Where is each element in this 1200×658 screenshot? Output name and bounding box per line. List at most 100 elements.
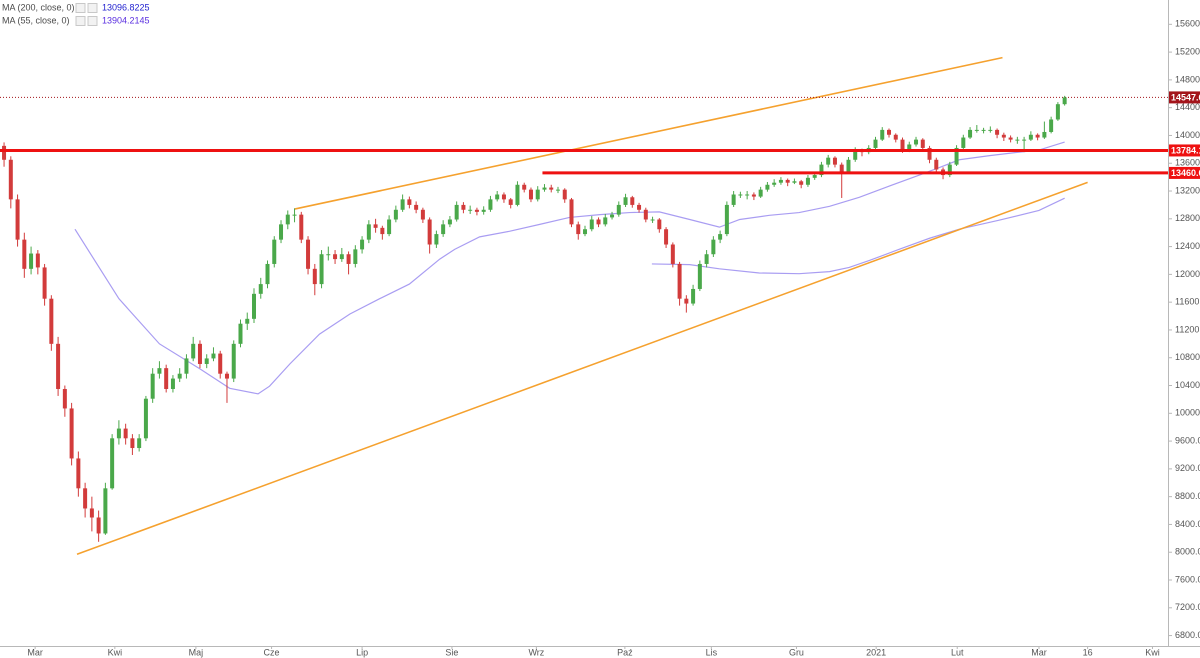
candle-body: [745, 194, 750, 196]
candle-body: [528, 189, 533, 200]
x-tick-label: Wrz: [528, 647, 544, 657]
candle-body: [461, 204, 466, 210]
candle-body: [920, 139, 925, 148]
candle-body: [981, 129, 986, 131]
candle-body: [35, 253, 40, 268]
candle-body: [96, 517, 101, 534]
x-tick-label: 16: [1083, 647, 1093, 657]
candle-body: [893, 134, 898, 140]
candle-body: [15, 199, 20, 240]
candle-body: [29, 253, 34, 269]
x-tick-label: Mar: [1031, 647, 1047, 657]
y-tick-label: 10400.0: [1175, 380, 1200, 390]
candle-body: [974, 129, 979, 131]
y-tick-label: 13600.0: [1175, 158, 1200, 168]
candle-body: [988, 129, 993, 131]
candle-body: [252, 293, 257, 319]
y-tick-label: 15600.0: [1175, 19, 1200, 29]
candle-body: [346, 254, 351, 264]
candle-body: [515, 184, 520, 205]
candle-body: [731, 194, 736, 205]
candle-body: [610, 214, 615, 218]
candle-body: [468, 209, 473, 211]
candle-body: [400, 199, 405, 210]
candle-body: [339, 254, 344, 260]
candle-body: [684, 298, 689, 304]
candle-body: [312, 268, 317, 285]
level-label: 13460.6: [1171, 168, 1200, 178]
candle-body: [272, 239, 277, 264]
candle-body: [589, 219, 594, 230]
candle-body: [501, 194, 506, 200]
candle-body: [420, 209, 425, 220]
candle-body: [826, 157, 831, 165]
candle-body: [954, 147, 959, 165]
candle-body: [211, 353, 216, 359]
candle-body: [738, 194, 743, 196]
candle-body: [812, 175, 817, 178]
x-tick-label: Paź: [617, 647, 633, 657]
candle-body: [961, 137, 966, 148]
candle-body: [1001, 134, 1006, 138]
candle-body: [157, 368, 162, 374]
candle-body: [150, 373, 155, 399]
candle-body: [799, 181, 804, 185]
y-tick-label: 12400.0: [1175, 241, 1200, 251]
candle-body: [664, 229, 669, 245]
candle-body: [947, 164, 952, 176]
last-price-box: [1169, 91, 1200, 104]
y-tick-label: 13200.0: [1175, 185, 1200, 195]
legend-close-icon: [87, 3, 98, 13]
candle-body: [758, 189, 763, 197]
y-tick-label: 14800.0: [1175, 74, 1200, 84]
candle-body: [360, 239, 365, 250]
candle-body: [657, 219, 662, 230]
candle-body: [1028, 134, 1033, 140]
candle-body: [306, 239, 311, 269]
x-tick-label: 2021: [866, 647, 886, 657]
candle-body: [583, 229, 588, 235]
moving-average-line: [651, 197, 1065, 275]
y-tick-label: 7200.0: [1175, 602, 1200, 612]
candle-body: [542, 187, 547, 190]
candle-body: [103, 488, 108, 534]
legend-name: MA (55, close, 0): [2, 15, 70, 25]
candle-body: [704, 254, 709, 264]
candle-body: [792, 181, 797, 183]
candle-body: [650, 219, 655, 221]
level-label-box: [1169, 144, 1200, 157]
candle-body: [495, 194, 500, 200]
candle-body: [353, 249, 358, 264]
candle-body: [83, 488, 88, 509]
candle-body: [670, 244, 675, 264]
candle-body: [224, 373, 229, 379]
candle-body: [934, 159, 939, 170]
candle-body: [853, 150, 858, 160]
candle-body: [56, 343, 61, 389]
candle-body: [637, 204, 642, 210]
candle-body: [441, 224, 446, 235]
y-tick-label: 12800.0: [1175, 213, 1200, 223]
candle-body: [143, 398, 148, 439]
candle-body: [110, 438, 115, 489]
candle-body: [724, 204, 729, 235]
candle-body: [697, 263, 702, 289]
x-tick-label: Kwi: [1145, 647, 1160, 657]
y-tick-label: 11200.0: [1175, 324, 1200, 334]
candle-body: [1015, 139, 1020, 141]
y-tick-label: 9200.0: [1175, 463, 1200, 473]
x-tick-label: Gru: [789, 647, 804, 657]
candle-body: [407, 199, 412, 205]
candle-body: [184, 358, 189, 374]
candle-body: [968, 129, 973, 138]
candle-body: [292, 214, 297, 216]
y-tick-label: 8000.0: [1175, 547, 1200, 557]
legend-value: 13096.8225: [102, 2, 150, 12]
candle-body: [177, 373, 182, 379]
candle-body: [123, 428, 128, 439]
candle-body: [562, 189, 567, 200]
candle-body: [76, 458, 81, 489]
candle-body: [116, 428, 121, 439]
candle-body: [22, 239, 27, 269]
legend-name: MA (200, close, 0): [2, 2, 75, 12]
